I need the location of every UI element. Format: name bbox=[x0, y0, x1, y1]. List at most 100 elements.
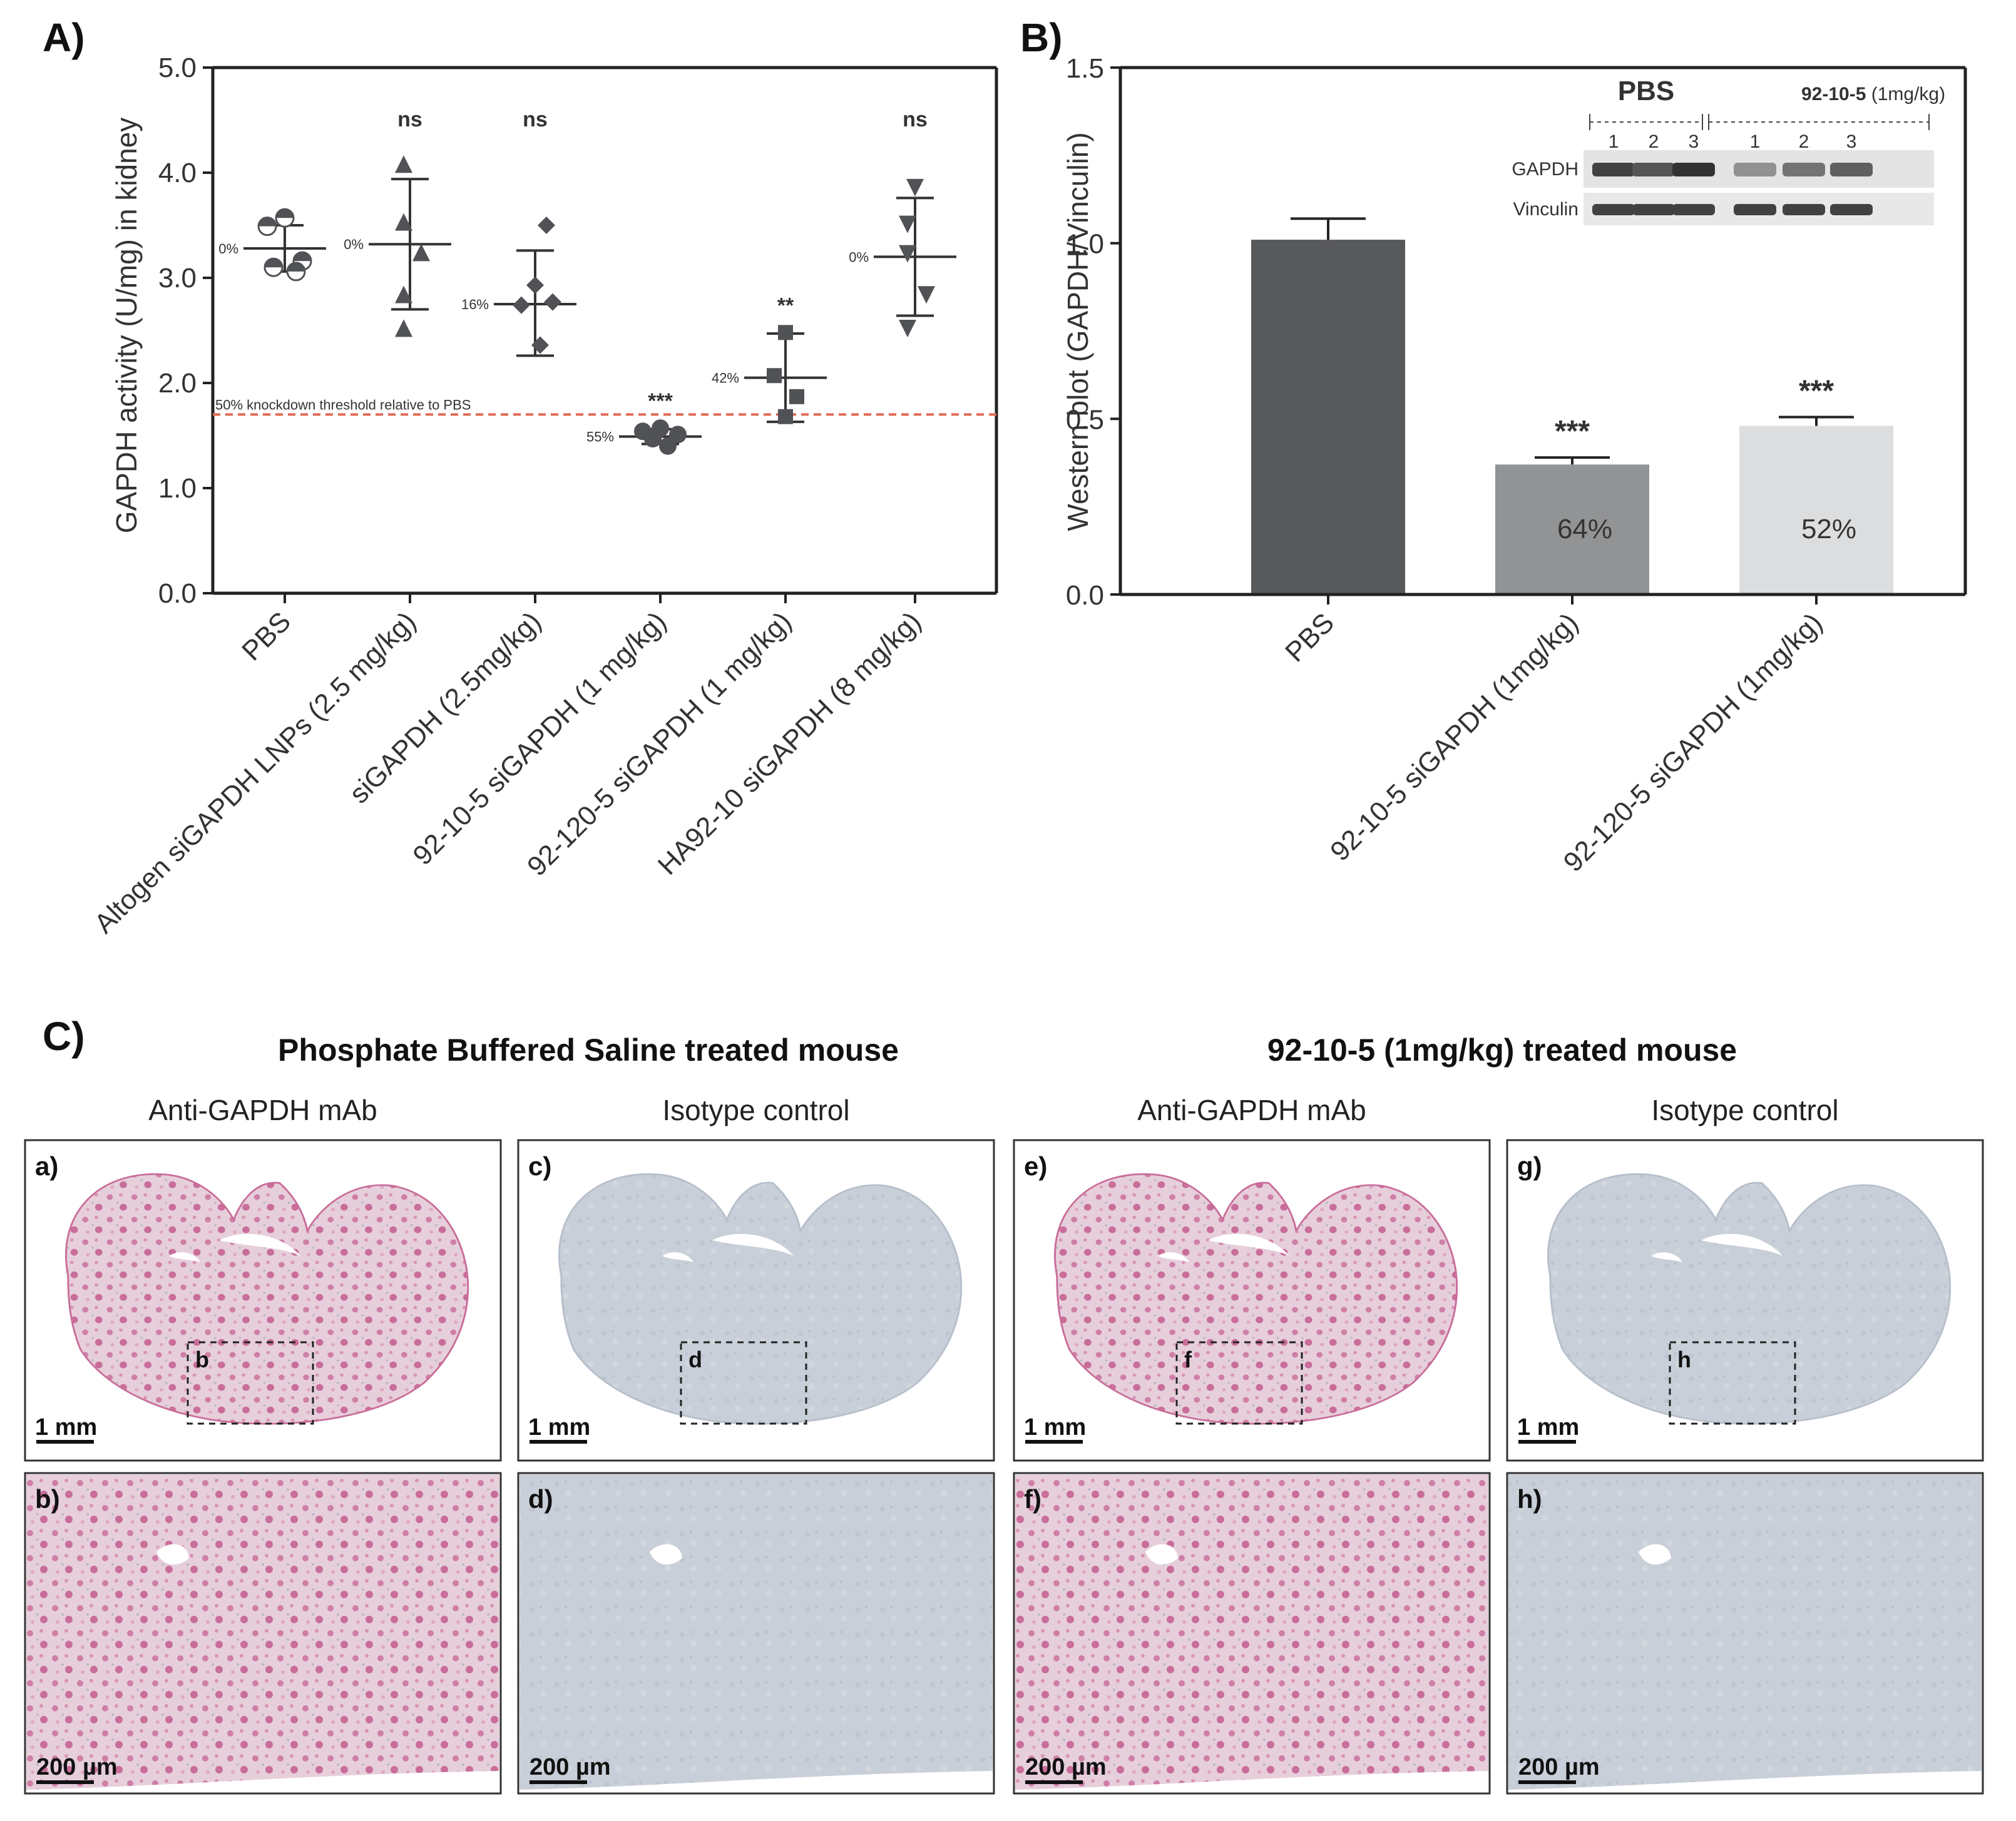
panel-a-y-axis: 0.0 1.0 2.0 3.0 4.0 5.0 bbox=[158, 53, 213, 609]
scale-bar-label: 1 mm bbox=[528, 1414, 590, 1441]
data-point bbox=[899, 215, 916, 233]
vinculin-band bbox=[1672, 204, 1715, 215]
zoom-region-box bbox=[680, 1341, 807, 1425]
inset-lane-label: 3 bbox=[1689, 131, 1699, 152]
scale-bar-label: 1 mm bbox=[35, 1414, 97, 1441]
header-pbs-mouse: Phosphate Buffered Saline treated mouse bbox=[278, 1033, 899, 1068]
data-point bbox=[778, 325, 793, 340]
tissue-zoom bbox=[519, 1474, 993, 1790]
panel-a-ylabel: GAPDH activity (U/mg) in kidney bbox=[110, 118, 143, 534]
y-tick-label: 1.0 bbox=[1066, 229, 1104, 260]
gapdh-band bbox=[1632, 163, 1675, 176]
significance-label: ns bbox=[397, 108, 422, 131]
tissue-zoom bbox=[1015, 1474, 1488, 1790]
kidney-section bbox=[1547, 1173, 1952, 1425]
scale-bar-label: 200 µm bbox=[1518, 1754, 1600, 1780]
data-point bbox=[538, 217, 555, 234]
inset-lane-label: 1 bbox=[1609, 131, 1619, 152]
data-point bbox=[767, 368, 782, 384]
bar bbox=[1495, 464, 1649, 594]
vessel-lumen bbox=[156, 1544, 189, 1565]
bar-percent-label: 52% bbox=[1801, 514, 1856, 544]
category-label: PBS bbox=[236, 606, 297, 666]
gapdh-band bbox=[1830, 163, 1873, 176]
tile-letter: c) bbox=[528, 1151, 551, 1181]
panel-c-histology: C) Phosphate Buffered Saline treated mou… bbox=[24, 1014, 1984, 1795]
data-point bbox=[544, 293, 561, 311]
data-point bbox=[918, 286, 935, 304]
significance-label: ns bbox=[523, 108, 548, 131]
gapdh-band bbox=[1592, 163, 1635, 176]
renal-pelvis bbox=[169, 1252, 200, 1262]
data-point bbox=[531, 336, 549, 354]
category-label: PBS bbox=[1279, 607, 1340, 668]
category-label: 92-10-5 siGAPDH (1mg/kg) bbox=[1324, 607, 1584, 867]
data-point-fill bbox=[265, 258, 282, 268]
knockdown-percent: 0% bbox=[849, 249, 869, 265]
data-point bbox=[395, 285, 412, 304]
stain-label: Isotype control bbox=[662, 1094, 849, 1126]
zoomed-tile: h) 200 µm bbox=[1506, 1472, 1984, 1795]
inset-group2-note: (1mg/kg) bbox=[1871, 84, 1945, 105]
header-treated-mouse: 92-10-5 (1mg/kg) treated mouse bbox=[1267, 1033, 1737, 1068]
data-point bbox=[906, 178, 924, 196]
panel-b-frame bbox=[1118, 66, 1967, 596]
vessel-lumen bbox=[650, 1544, 682, 1565]
significance-label: *** bbox=[1799, 375, 1834, 408]
panel-b-chart: B) Western blot (GAPDH/Vinculin) 0.0 0.5 1… bbox=[1020, 15, 1967, 878]
panel-b-bars: 64% *** 52% *** bbox=[1251, 217, 1893, 604]
significance-label: *** bbox=[648, 389, 673, 413]
zoom-region-label: b bbox=[195, 1347, 209, 1372]
data-point bbox=[395, 319, 412, 337]
zoom-region-box bbox=[1669, 1341, 1796, 1425]
renal-pelvis bbox=[1701, 1233, 1783, 1256]
renal-pelvis bbox=[1208, 1233, 1289, 1256]
data-point bbox=[659, 437, 677, 455]
tissue-zoom bbox=[26, 1474, 499, 1790]
tile-letter: f) bbox=[1024, 1484, 1041, 1514]
data-point bbox=[778, 409, 793, 424]
significance-label: *** bbox=[1555, 415, 1590, 448]
zoom-region-label: d bbox=[688, 1347, 702, 1372]
y-tick-label: 5.0 bbox=[158, 53, 197, 83]
data-point bbox=[395, 213, 412, 231]
category-label: 92-10-5 siGAPDH (1 mg/kg) bbox=[407, 606, 672, 871]
zoom-region-box bbox=[1175, 1341, 1303, 1425]
zoomed-tile: d) 200 µm bbox=[517, 1472, 995, 1795]
knockdown-percent: 16% bbox=[461, 297, 489, 312]
bar bbox=[1251, 240, 1405, 594]
kidney-section bbox=[558, 1173, 963, 1425]
y-tick-label: 1.0 bbox=[158, 473, 197, 504]
data-point bbox=[669, 426, 687, 444]
data-point bbox=[644, 430, 662, 448]
y-tick-label: 0.0 bbox=[158, 578, 197, 609]
stain-label: Anti-GAPDH mAb bbox=[148, 1094, 377, 1126]
data-point bbox=[412, 243, 430, 262]
whole-kidney-tile: e) f 1 mm bbox=[1013, 1139, 1491, 1462]
vinculin-band bbox=[1734, 204, 1776, 215]
data-point bbox=[264, 257, 284, 277]
vinculin-band bbox=[1592, 204, 1635, 215]
tile-letter: a) bbox=[35, 1151, 58, 1181]
inset-group1-label: PBS bbox=[1618, 76, 1674, 106]
whole-kidney-tile: c) d 1 mm bbox=[517, 1139, 995, 1462]
data-point-fill bbox=[276, 209, 294, 218]
y-tick-label: 4.0 bbox=[158, 158, 197, 188]
zoomed-tile: b) 200 µm bbox=[24, 1472, 502, 1795]
bar-percent-label: 64% bbox=[1557, 514, 1612, 544]
vinculin-band bbox=[1783, 204, 1825, 215]
data-point bbox=[789, 389, 804, 404]
tile-letter: h) bbox=[1517, 1484, 1542, 1514]
significance-label: ** bbox=[777, 293, 794, 317]
tile-letter: e) bbox=[1024, 1151, 1047, 1181]
renal-pelvis bbox=[1651, 1252, 1682, 1262]
data-point bbox=[286, 262, 306, 282]
category-label: 92-120-5 siGAPDH (1mg/kg) bbox=[1558, 607, 1828, 877]
stain-label: Isotype control bbox=[1651, 1094, 1838, 1126]
panel-a-groups: 0% 0% ns 16% ns 55% *** 42% ** 0% ns bbox=[218, 108, 956, 603]
data-point bbox=[395, 155, 412, 173]
data-point bbox=[899, 319, 916, 337]
inset-group2-name: 92-10-5 bbox=[1801, 84, 1866, 105]
tile-letter: b) bbox=[35, 1484, 60, 1514]
